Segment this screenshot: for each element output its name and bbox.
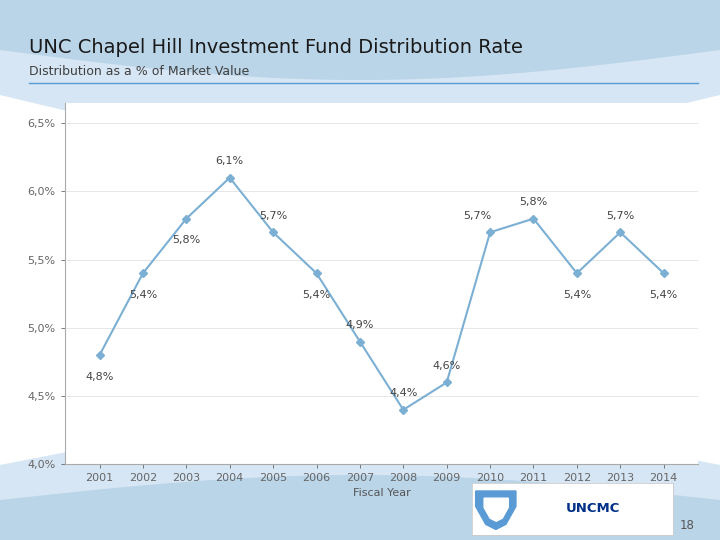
- Text: 6,1%: 6,1%: [216, 156, 244, 166]
- Text: 5,7%: 5,7%: [606, 211, 634, 221]
- Text: 5,4%: 5,4%: [302, 290, 330, 300]
- PathPatch shape: [0, 0, 720, 150]
- Text: 5,7%: 5,7%: [463, 211, 491, 221]
- PathPatch shape: [0, 475, 720, 540]
- Text: 5,8%: 5,8%: [519, 197, 548, 207]
- PathPatch shape: [0, 0, 720, 80]
- Text: 5,8%: 5,8%: [172, 235, 200, 246]
- Text: UNC Chapel Hill Investment Fund Distribution Rate: UNC Chapel Hill Investment Fund Distribu…: [29, 38, 523, 57]
- Polygon shape: [476, 491, 516, 529]
- Text: UNCMC: UNCMC: [565, 502, 620, 516]
- Polygon shape: [484, 498, 508, 521]
- Text: 18: 18: [680, 519, 695, 532]
- Text: 4,4%: 4,4%: [389, 388, 418, 399]
- Text: Distribution as a % of Market Value: Distribution as a % of Market Value: [29, 65, 249, 78]
- Text: 4,9%: 4,9%: [346, 320, 374, 330]
- PathPatch shape: [0, 420, 720, 540]
- Text: 4,6%: 4,6%: [433, 361, 461, 371]
- Text: 5,4%: 5,4%: [563, 290, 591, 300]
- Text: 5,7%: 5,7%: [259, 211, 287, 221]
- X-axis label: Fiscal Year: Fiscal Year: [353, 488, 410, 497]
- Text: 4,8%: 4,8%: [86, 372, 114, 382]
- Text: 5,4%: 5,4%: [129, 290, 157, 300]
- Text: 5,4%: 5,4%: [649, 290, 678, 300]
